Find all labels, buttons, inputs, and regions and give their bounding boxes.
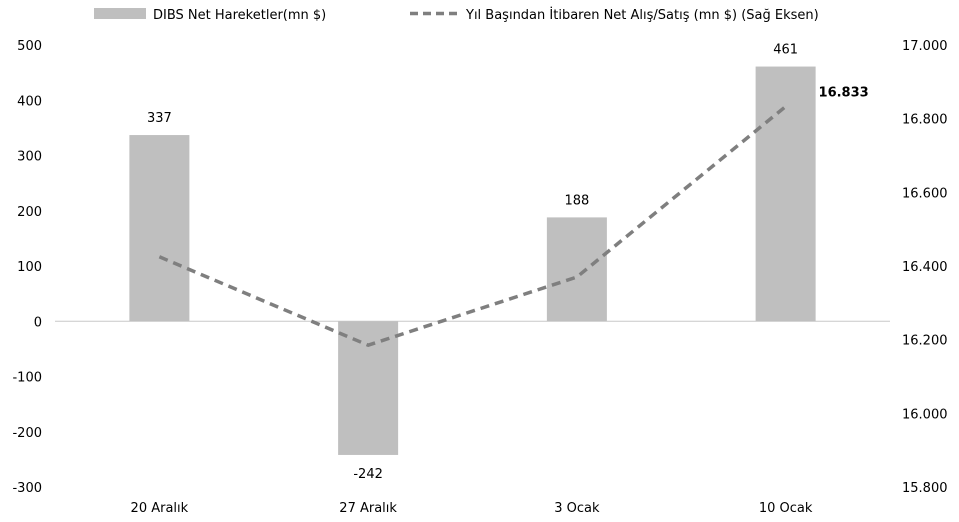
left-axis-tick-label: 200 — [17, 205, 42, 220]
left-axis-tick-label: -200 — [12, 426, 42, 441]
bar-data-label: 188 — [564, 193, 589, 208]
right-axis-tick-label: 16.000 — [902, 407, 948, 422]
legend: DIBS Net Hareketler(mn $) Yıl Başından İ… — [94, 7, 819, 23]
right-axis-tick-label: 17.000 — [902, 39, 948, 54]
x-axis: 20 Aralık 27 Aralık 3 Ocak 10 Ocak — [131, 501, 813, 516]
legend-line-label: Yıl Başından İtibaren Net Alış/Satış (mn… — [465, 7, 819, 23]
x-axis-category-label: 20 Aralık — [131, 501, 189, 516]
bar — [755, 66, 816, 322]
cumulative-line: 16.833 — [158, 86, 869, 347]
bar-data-label: 337 — [147, 111, 172, 126]
left-axis-tick-label: 0 — [34, 315, 42, 330]
bar — [546, 217, 607, 322]
right-axis-tick-label: 15.800 — [902, 481, 948, 496]
legend-bar-swatch — [94, 8, 146, 19]
x-axis-category-label: 3 Ocak — [554, 501, 600, 516]
bar — [338, 321, 399, 455]
left-axis-tick-label: -100 — [12, 371, 42, 386]
left-axis-tick-label: 100 — [17, 260, 42, 275]
right-axis-tick-label: 16.400 — [902, 260, 948, 275]
right-axis: 15.800 16.000 16.200 16.400 16.600 16.800 17.0… — [902, 39, 948, 496]
bar-data-labels: 337 -242 188 461 — [147, 43, 798, 482]
cumulative-line-path — [158, 105, 787, 347]
left-axis-tick-label: 300 — [17, 150, 42, 165]
left-axis-tick-label: 500 — [17, 39, 42, 54]
bar-data-label: -242 — [353, 467, 383, 482]
legend-bar-label: DIBS Net Hareketler(mn $) — [153, 8, 326, 23]
right-axis-tick-label: 16.800 — [902, 113, 948, 128]
left-axis: -300 -200 -100 0 100 200 300 400 500 — [12, 39, 42, 496]
bar-data-label: 461 — [773, 43, 798, 58]
bar — [129, 135, 190, 322]
right-axis-tick-label: 16.600 — [902, 186, 948, 201]
right-axis-tick-label: 16.200 — [902, 334, 948, 349]
x-axis-category-label: 10 Ocak — [759, 501, 813, 516]
bars — [129, 66, 816, 455]
left-axis-tick-label: 400 — [17, 94, 42, 109]
left-axis-tick-label: -300 — [12, 481, 42, 496]
x-axis-category-label: 27 Aralık — [339, 501, 397, 516]
line-end-label: 16.833 — [819, 86, 869, 101]
